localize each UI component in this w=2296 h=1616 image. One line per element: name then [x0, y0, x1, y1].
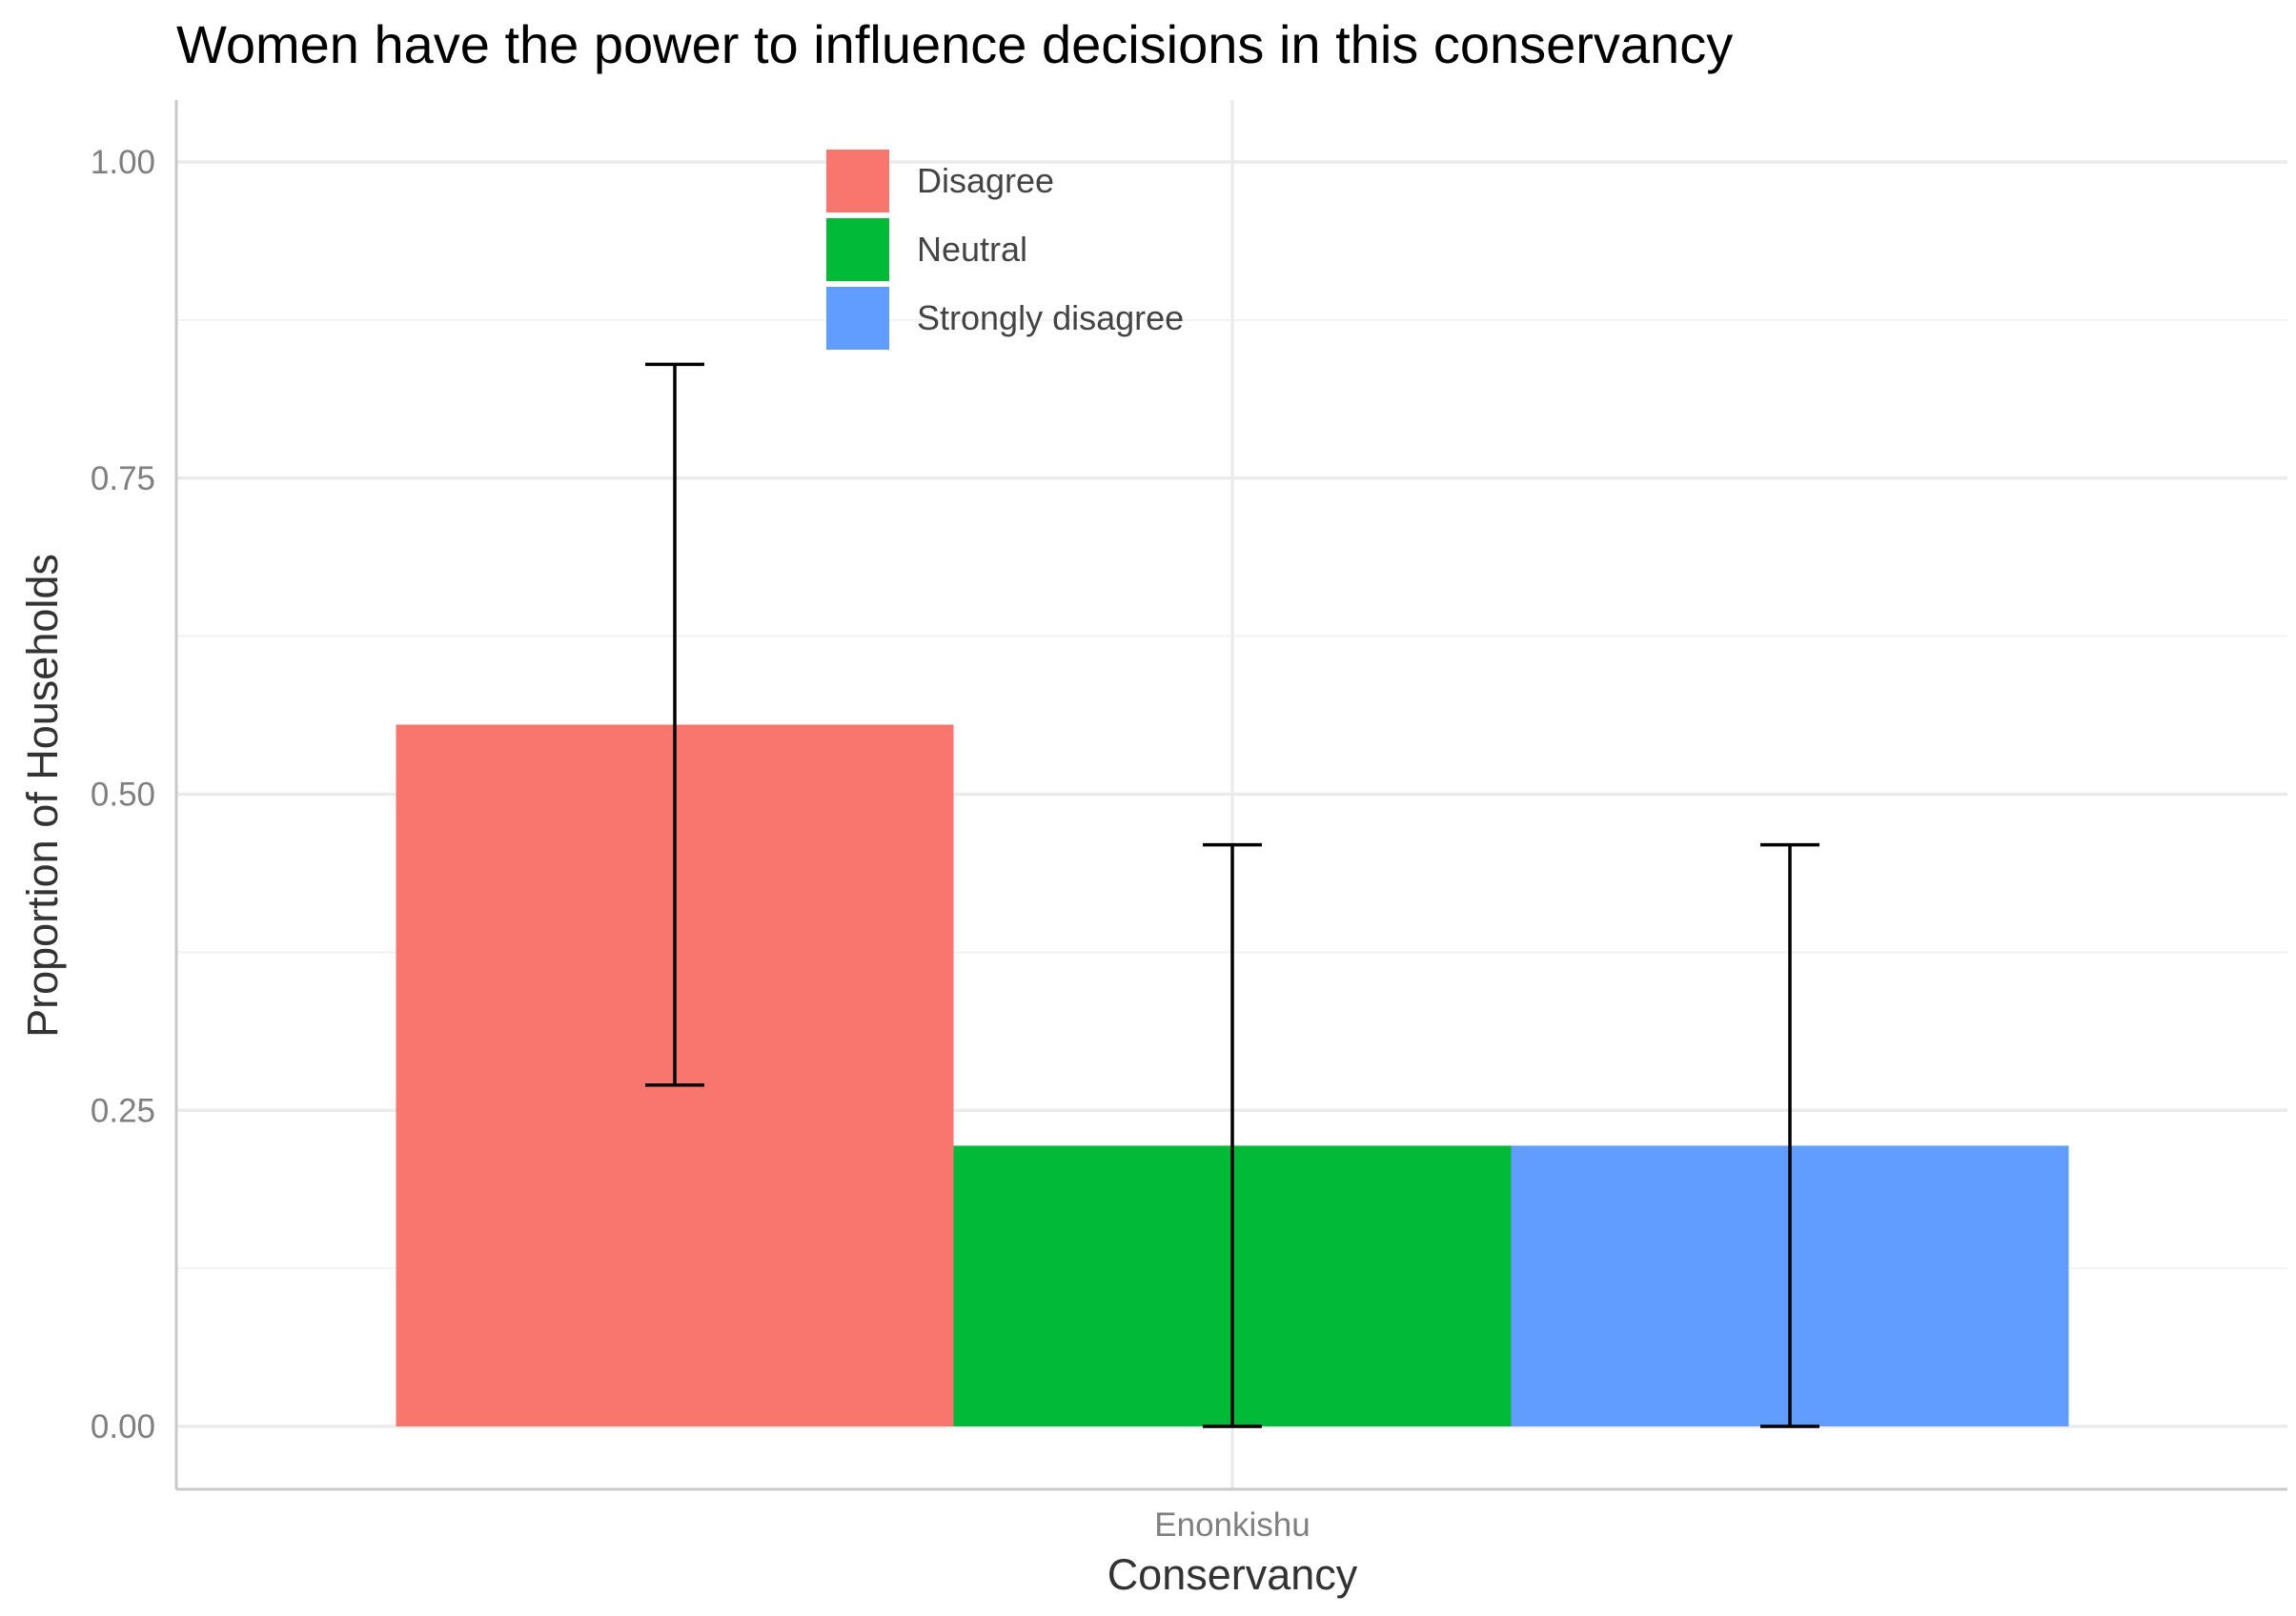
error-bar [645, 362, 704, 1087]
y-axis-title: Proportion of Households [18, 554, 67, 1038]
chart-title: Women have the power to influence decisi… [176, 14, 1733, 74]
y-tick-label: 1.00 [91, 144, 155, 181]
y-tick-label: 0.75 [91, 460, 155, 497]
legend-key [826, 150, 889, 212]
legend-key [826, 218, 889, 281]
legend-key [826, 287, 889, 350]
legend-item: Neutral [826, 218, 1027, 281]
legend-label: Disagree [917, 161, 1054, 200]
error-bars [645, 362, 1819, 1428]
x-tick-label: Enonkishu [1154, 1506, 1310, 1544]
x-axis-title: Conservancy [1107, 1550, 1358, 1599]
legend-item: Disagree [826, 150, 1054, 212]
legend-item: Strongly disagree [826, 287, 1184, 350]
axes [174, 100, 2287, 1491]
error-bar [1203, 842, 1262, 1428]
legend: Disagree Neutral Strongly disagree [826, 150, 1184, 350]
legend-label: Neutral [917, 230, 1027, 269]
y-tick-label: 0.50 [91, 777, 155, 814]
y-tick-label: 0.25 [91, 1092, 155, 1129]
error-bar [1760, 842, 1819, 1428]
y-tick-label: 0.00 [91, 1408, 155, 1445]
tick-labels: 0.00 0.25 0.50 0.75 1.00 Enonkishu [91, 144, 1311, 1544]
legend-label: Strongly disagree [917, 298, 1184, 337]
